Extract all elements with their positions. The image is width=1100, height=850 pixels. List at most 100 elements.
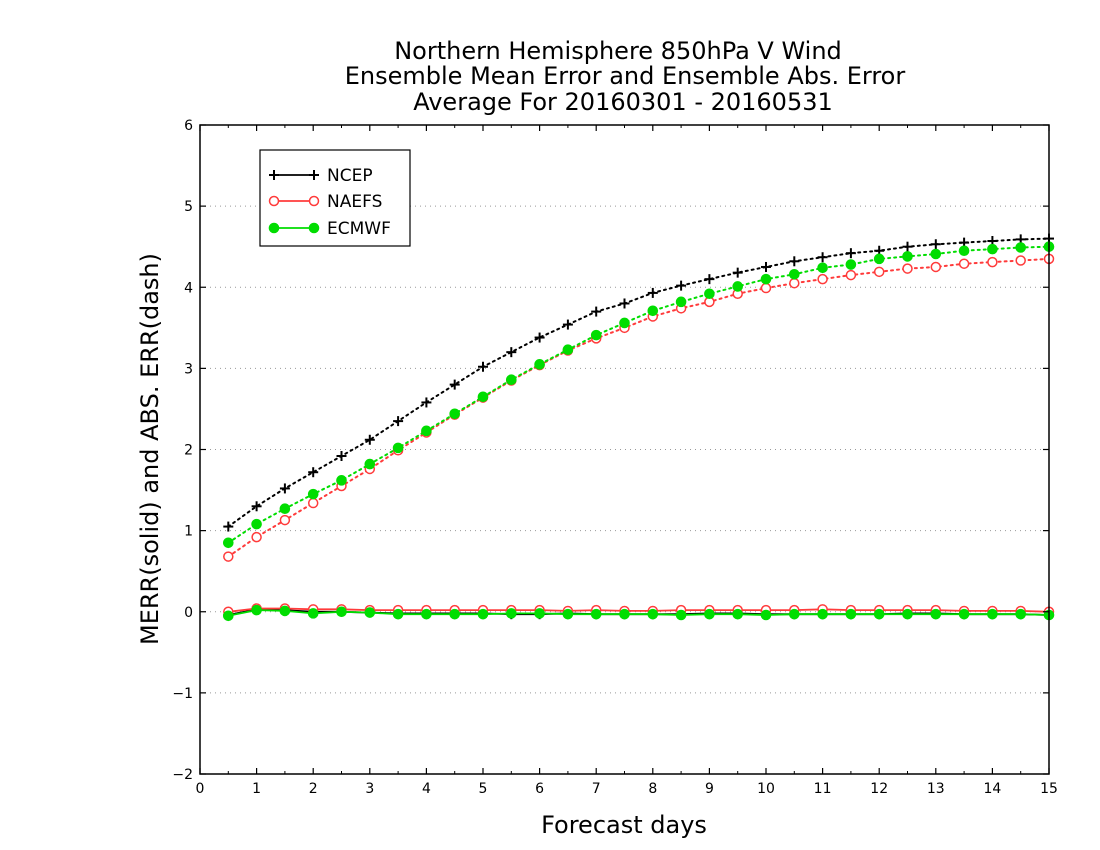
ecmwf-mean-err-point — [223, 610, 234, 622]
y-axis-label: MERR(solid) and ABS. ERR(dash) — [136, 253, 164, 645]
ecmwf-abs-err-point — [421, 425, 432, 437]
ecmwf-mean-err-point — [987, 608, 998, 620]
naefs-abs-err-point — [307, 497, 319, 509]
ecmwf-abs-err-point — [619, 317, 630, 329]
naefs-abs-err-point — [987, 256, 998, 268]
x-tick-label: 2 — [309, 781, 318, 797]
legend-label-ecmwf: ECMWF — [327, 219, 391, 239]
ecmwf-abs-err-point — [704, 288, 715, 300]
ecmwf-mean-err-point — [279, 605, 291, 617]
legend: NCEP NAEFS ECMWF — [259, 149, 411, 247]
y-tick-label: 2 — [184, 443, 193, 459]
series-naefs — [223, 253, 1055, 617]
ncep-abs-err-point — [930, 239, 941, 250]
ecmwf-abs-err-point — [1015, 242, 1027, 253]
ecmwf-mean-err-point — [506, 608, 517, 619]
ecmwf-abs-err-point — [760, 273, 772, 285]
legend-label-naefs: NAEFS — [327, 192, 382, 212]
ecmwf-abs-err-point — [477, 391, 489, 403]
ecmwf-mean-err-point — [421, 608, 432, 620]
ecmwf-abs-err-point — [789, 268, 800, 280]
x-tick-label: 13 — [927, 781, 945, 797]
naefs-abs-err-point — [760, 282, 772, 294]
ticks — [199, 124, 1050, 775]
ecmwf-mean-err-point — [845, 608, 857, 620]
ecmwf-abs-err-point — [336, 475, 347, 486]
ncep-abs-err-point — [393, 416, 404, 427]
ecmwf-abs-err-point — [647, 305, 659, 317]
legend-marker-ncep — [269, 170, 279, 180]
y-tick-label: 5 — [184, 199, 193, 215]
naefs-abs-err-point — [789, 277, 800, 289]
ecmwf-abs-err-point — [987, 243, 998, 255]
x-tick-label: 12 — [870, 781, 888, 797]
ecmwf-mean-err-point — [251, 604, 262, 616]
ecmwf-mean-err-point — [1015, 608, 1027, 620]
ecmwf-abs-err-point — [279, 503, 291, 515]
legend-marker-ncep — [309, 170, 319, 180]
ncep-abs-err-point — [591, 306, 602, 317]
ncep-abs-err-point — [817, 252, 828, 263]
ncep-abs-err-point — [562, 319, 573, 330]
ncep-abs-err-point — [534, 332, 545, 343]
x-axis-label: Forecast days — [541, 811, 707, 839]
ecmwf-mean-err-point — [902, 608, 913, 620]
ncep-abs-err-point — [845, 248, 856, 259]
naefs-abs-err-point — [930, 261, 942, 273]
ecmwf-abs-err-point — [251, 518, 262, 530]
ecmwf-abs-err-point — [930, 248, 942, 260]
naefs-abs-err-point — [902, 263, 913, 274]
ecmwf-abs-err-point — [307, 488, 319, 500]
ncep-abs-err-point — [704, 274, 715, 285]
ecmwf-mean-err-point — [590, 608, 602, 620]
x-tick-label: 8 — [648, 781, 657, 797]
x-tick-label: 15 — [1040, 781, 1058, 797]
ecmwf-abs-err-point — [449, 408, 461, 420]
legend-box — [259, 149, 411, 247]
naefs-abs-err-point — [845, 269, 857, 281]
y-tick-labels: −2 −1 0 1 2 3 4 5 6 — [172, 118, 193, 783]
ecmwf-mean-err-point — [675, 609, 687, 621]
ncep-abs-err-point — [732, 267, 743, 278]
y-tick-label: 4 — [184, 280, 193, 296]
naefs-abs-err-point — [251, 531, 262, 543]
x-tick-label: 6 — [535, 781, 544, 797]
ncep-abs-err-point — [223, 521, 234, 532]
ecmwf-mean-err-point — [760, 609, 772, 621]
naefs-abs-err-point — [223, 551, 234, 562]
legend-marker-ecmwf — [268, 222, 280, 234]
ecmwf-mean-err-point — [958, 608, 970, 620]
legend-marker-ecmwf — [308, 222, 320, 234]
x-tick-label: 14 — [983, 781, 1001, 797]
ecmwf-mean-err-point — [477, 608, 489, 620]
y-tick-label: 3 — [184, 361, 193, 377]
ncep-abs-err-point — [761, 261, 771, 272]
ncep-abs-err-point — [647, 287, 658, 298]
ecmwf-abs-err-point — [732, 281, 744, 292]
ecmwf-mean-err-point — [789, 608, 800, 620]
title-line-3: Average For 20160301 - 20160531 — [413, 88, 833, 116]
ncep-abs-err-point — [421, 397, 432, 408]
ncep-abs-err-point — [308, 467, 319, 478]
ncep-abs-err-point — [449, 379, 460, 390]
x-tick-label: 10 — [757, 781, 775, 797]
x-tick-label: 11 — [814, 781, 832, 797]
ncep-abs-err-point — [619, 298, 630, 309]
ecmwf-abs-err-point — [817, 262, 828, 274]
legend-marker-naefs — [308, 195, 320, 207]
ecmwf-mean-err-point — [647, 608, 659, 620]
legend-marker-naefs — [268, 195, 280, 207]
ecmwf-abs-err-point — [845, 259, 857, 270]
ncep-abs-err-point — [279, 483, 290, 494]
ecmwf-mean-err-point — [732, 608, 744, 620]
ecmwf-mean-err-point — [364, 607, 376, 618]
legend-samples — [268, 170, 320, 234]
x-tick-label: 0 — [196, 781, 205, 797]
ecmwf-abs-err-point — [675, 296, 687, 308]
ecmwf-abs-err-point — [506, 374, 517, 386]
ecmwf-abs-err-line — [227, 245, 1050, 544]
ncep-abs-err-point — [676, 280, 687, 291]
x-tick-label: 3 — [365, 781, 374, 797]
ecmwf-abs-err-point — [223, 537, 234, 549]
